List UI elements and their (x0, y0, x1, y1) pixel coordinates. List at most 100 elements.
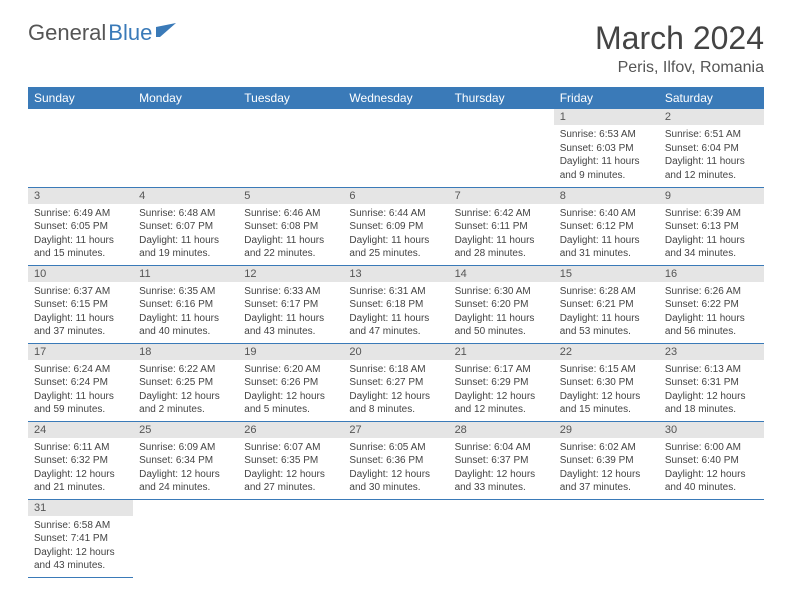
day-details: Sunrise: 6:17 AMSunset: 6:29 PMDaylight:… (449, 360, 554, 421)
sunrise-text: Sunrise: 6:24 AM (34, 363, 127, 377)
day-number: 24 (28, 422, 133, 438)
calendar-cell: 8Sunrise: 6:40 AMSunset: 6:12 PMDaylight… (554, 187, 659, 265)
day-number: 15 (554, 266, 659, 282)
title-block: March 2024 Peris, Ilfov, Romania (595, 20, 764, 77)
day2-text: and 2 minutes. (139, 403, 232, 417)
sunset-text: Sunset: 6:31 PM (665, 376, 758, 390)
day-number: 12 (238, 266, 343, 282)
sunrise-text: Sunrise: 6:00 AM (665, 441, 758, 455)
sunrise-text: Sunrise: 6:26 AM (665, 285, 758, 299)
day1-text: Daylight: 11 hours (349, 312, 442, 326)
day2-text: and 43 minutes. (244, 325, 337, 339)
day-details: Sunrise: 6:11 AMSunset: 6:32 PMDaylight:… (28, 438, 133, 499)
day2-text: and 47 minutes. (349, 325, 442, 339)
day1-text: Daylight: 12 hours (349, 390, 442, 404)
sunrise-text: Sunrise: 6:28 AM (560, 285, 653, 299)
day-details: Sunrise: 6:05 AMSunset: 6:36 PMDaylight:… (343, 438, 448, 499)
sunset-text: Sunset: 6:37 PM (455, 454, 548, 468)
sunset-text: Sunset: 6:03 PM (560, 142, 653, 156)
day-number: 10 (28, 266, 133, 282)
day-number: 25 (133, 422, 238, 438)
calendar-cell (343, 499, 448, 577)
day1-text: Daylight: 11 hours (455, 234, 548, 248)
calendar-cell: 17Sunrise: 6:24 AMSunset: 6:24 PMDayligh… (28, 343, 133, 421)
sunset-text: Sunset: 6:18 PM (349, 298, 442, 312)
sunrise-text: Sunrise: 6:31 AM (349, 285, 442, 299)
sunset-text: Sunset: 6:25 PM (139, 376, 232, 390)
day1-text: Daylight: 12 hours (560, 390, 653, 404)
day-details: Sunrise: 6:00 AMSunset: 6:40 PMDaylight:… (659, 438, 764, 499)
empty-day (449, 500, 554, 516)
sunrise-text: Sunrise: 6:20 AM (244, 363, 337, 377)
day1-text: Daylight: 11 hours (455, 312, 548, 326)
empty-day (133, 109, 238, 125)
calendar-row: 31Sunrise: 6:58 AMSunset: 7:41 PMDayligh… (28, 499, 764, 577)
calendar-cell (238, 109, 343, 187)
day1-text: Daylight: 11 hours (244, 312, 337, 326)
empty-day (554, 500, 659, 516)
day-details: Sunrise: 6:02 AMSunset: 6:39 PMDaylight:… (554, 438, 659, 499)
sunset-text: Sunset: 6:08 PM (244, 220, 337, 234)
calendar-cell: 6Sunrise: 6:44 AMSunset: 6:09 PMDaylight… (343, 187, 448, 265)
day-details: Sunrise: 6:04 AMSunset: 6:37 PMDaylight:… (449, 438, 554, 499)
sunrise-text: Sunrise: 6:44 AM (349, 207, 442, 221)
sunrise-text: Sunrise: 6:07 AM (244, 441, 337, 455)
day-details: Sunrise: 6:31 AMSunset: 6:18 PMDaylight:… (343, 282, 448, 343)
day-details: Sunrise: 6:28 AMSunset: 6:21 PMDaylight:… (554, 282, 659, 343)
day1-text: Daylight: 11 hours (139, 312, 232, 326)
day1-text: Daylight: 12 hours (349, 468, 442, 482)
day-details: Sunrise: 6:22 AMSunset: 6:25 PMDaylight:… (133, 360, 238, 421)
calendar-cell: 31Sunrise: 6:58 AMSunset: 7:41 PMDayligh… (28, 499, 133, 577)
day-number: 20 (343, 344, 448, 360)
sunrise-text: Sunrise: 6:49 AM (34, 207, 127, 221)
calendar-cell: 13Sunrise: 6:31 AMSunset: 6:18 PMDayligh… (343, 265, 448, 343)
day-number: 29 (554, 422, 659, 438)
calendar-cell (449, 499, 554, 577)
calendar-cell: 14Sunrise: 6:30 AMSunset: 6:20 PMDayligh… (449, 265, 554, 343)
empty-day (238, 109, 343, 125)
empty-day (133, 500, 238, 516)
sunset-text: Sunset: 6:29 PM (455, 376, 548, 390)
sunset-text: Sunset: 7:41 PM (34, 532, 127, 546)
sunrise-text: Sunrise: 6:40 AM (560, 207, 653, 221)
day-details: Sunrise: 6:46 AMSunset: 6:08 PMDaylight:… (238, 204, 343, 265)
day1-text: Daylight: 12 hours (139, 390, 232, 404)
day-details: Sunrise: 6:39 AMSunset: 6:13 PMDaylight:… (659, 204, 764, 265)
sunset-text: Sunset: 6:13 PM (665, 220, 758, 234)
day1-text: Daylight: 11 hours (34, 390, 127, 404)
day-details: Sunrise: 6:30 AMSunset: 6:20 PMDaylight:… (449, 282, 554, 343)
sunset-text: Sunset: 6:32 PM (34, 454, 127, 468)
sunrise-text: Sunrise: 6:09 AM (139, 441, 232, 455)
day-details: Sunrise: 6:37 AMSunset: 6:15 PMDaylight:… (28, 282, 133, 343)
day-number: 2 (659, 109, 764, 125)
day-number: 9 (659, 188, 764, 204)
calendar-cell: 30Sunrise: 6:00 AMSunset: 6:40 PMDayligh… (659, 421, 764, 499)
day-number: 21 (449, 344, 554, 360)
calendar-row: 3Sunrise: 6:49 AMSunset: 6:05 PMDaylight… (28, 187, 764, 265)
day-number: 27 (343, 422, 448, 438)
day-number: 11 (133, 266, 238, 282)
sunrise-text: Sunrise: 6:18 AM (349, 363, 442, 377)
sunrise-text: Sunrise: 6:42 AM (455, 207, 548, 221)
day1-text: Daylight: 11 hours (349, 234, 442, 248)
day2-text: and 34 minutes. (665, 247, 758, 261)
day-details: Sunrise: 6:40 AMSunset: 6:12 PMDaylight:… (554, 204, 659, 265)
sunrise-text: Sunrise: 6:53 AM (560, 128, 653, 142)
day2-text: and 9 minutes. (560, 169, 653, 183)
calendar-cell (449, 109, 554, 187)
calendar-cell: 18Sunrise: 6:22 AMSunset: 6:25 PMDayligh… (133, 343, 238, 421)
day-number: 14 (449, 266, 554, 282)
sunset-text: Sunset: 6:12 PM (560, 220, 653, 234)
day2-text: and 12 minutes. (455, 403, 548, 417)
day-number: 28 (449, 422, 554, 438)
day-details: Sunrise: 6:13 AMSunset: 6:31 PMDaylight:… (659, 360, 764, 421)
day2-text: and 25 minutes. (349, 247, 442, 261)
day1-text: Daylight: 12 hours (560, 468, 653, 482)
sunrise-text: Sunrise: 6:04 AM (455, 441, 548, 455)
calendar-row: 24Sunrise: 6:11 AMSunset: 6:32 PMDayligh… (28, 421, 764, 499)
calendar-cell: 11Sunrise: 6:35 AMSunset: 6:16 PMDayligh… (133, 265, 238, 343)
calendar-cell: 27Sunrise: 6:05 AMSunset: 6:36 PMDayligh… (343, 421, 448, 499)
empty-day (28, 109, 133, 125)
weekday-header: Thursday (449, 87, 554, 109)
sunset-text: Sunset: 6:17 PM (244, 298, 337, 312)
